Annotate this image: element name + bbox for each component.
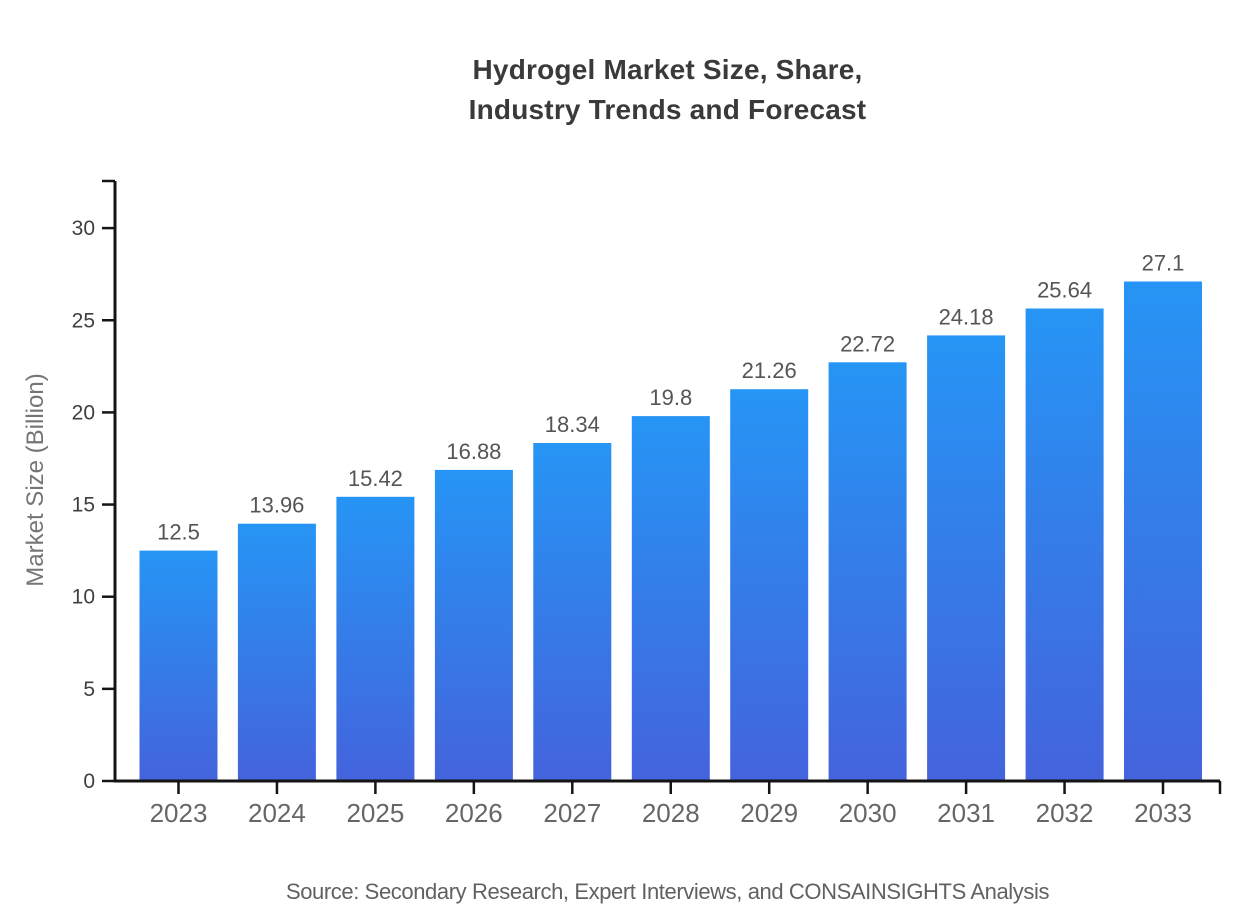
x-tick-label-2023: 2023 (150, 798, 208, 828)
y-tick-label-30: 30 (72, 217, 95, 240)
bar-value-label-2026: 16.88 (446, 439, 501, 464)
bar-value-label-2028: 19.8 (649, 385, 692, 410)
bar-2027 (533, 443, 612, 781)
bar-value-label-2031: 24.18 (939, 304, 994, 329)
chart-title: Hydrogel Market Size, Share, Industry Tr… (468, 54, 867, 125)
y-tick-label-5: 5 (83, 678, 95, 701)
x-tick-label-2032: 2032 (1036, 798, 1094, 828)
y-tick-label-25: 25 (72, 309, 95, 332)
x-tick-label-2026: 2026 (445, 798, 503, 828)
x-tick-label-2033: 2033 (1134, 798, 1192, 828)
x-tick-label-2024: 2024 (248, 798, 306, 828)
bar-2024 (237, 523, 316, 781)
x-tick-label-2027: 2027 (543, 798, 601, 828)
bar-value-label-2027: 18.34 (545, 412, 600, 437)
bar-2033 (1124, 281, 1202, 781)
bar-2029 (730, 389, 809, 781)
y-axis-label: Market Size (Billion) (22, 373, 49, 587)
bar-2031 (927, 335, 1006, 781)
bar-2026 (434, 469, 513, 781)
bar-value-label-2033: 27.1 (1142, 251, 1185, 276)
bar-2032 (1025, 308, 1104, 781)
bar-value-label-2023: 12.5 (157, 520, 200, 545)
bar-2023 (139, 550, 218, 781)
y-tick-label-10: 10 (72, 586, 95, 609)
x-tick-label-2029: 2029 (740, 798, 798, 828)
bar-value-label-2032: 25.64 (1037, 278, 1092, 303)
x-tick-label-2028: 2028 (642, 798, 700, 828)
bar-value-label-2030: 22.72 (840, 331, 895, 356)
x-tick-label-2025: 2025 (346, 798, 404, 828)
x-tick-label-2031: 2031 (937, 798, 995, 828)
bar-value-label-2025: 15.42 (348, 466, 403, 491)
source-note: Source: Secondary Research, Expert Inter… (285, 879, 1050, 904)
bar-2025 (336, 496, 415, 781)
bar-2030 (828, 362, 907, 781)
bar-value-label-2024: 13.96 (249, 493, 304, 518)
y-tick-label-0: 0 (83, 770, 95, 793)
x-tick-label-2030: 2030 (839, 798, 897, 828)
bar-2028 (631, 416, 710, 781)
bar-value-label-2029: 21.26 (742, 358, 797, 383)
y-tick-label-20: 20 (72, 401, 95, 424)
y-tick-label-15: 15 (72, 494, 95, 517)
